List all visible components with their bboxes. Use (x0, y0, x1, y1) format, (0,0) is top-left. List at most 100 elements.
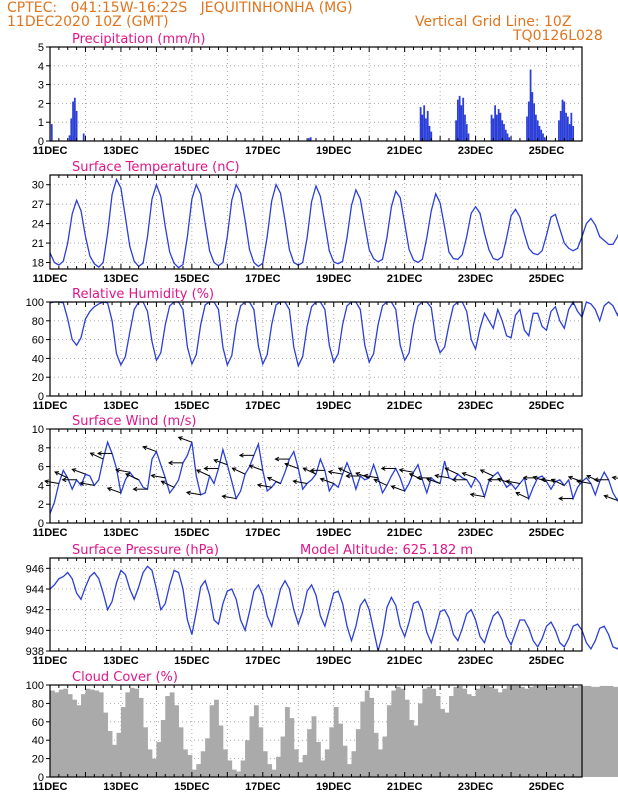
wind-arrow (586, 475, 600, 483)
wind-arrow-head (319, 477, 325, 483)
wind-arrow (107, 487, 122, 494)
precip-bar (568, 124, 571, 141)
x-tick-label: 13DEC (103, 655, 139, 667)
cloud-bar (391, 690, 397, 777)
panel-annotation: Model Altitude: 625.182 m (300, 543, 473, 558)
cloud-bar (116, 732, 122, 777)
x-tick-label: 13DEC (103, 145, 139, 157)
wind-arrow-head (274, 456, 280, 462)
wind-arrow-head (302, 467, 308, 472)
cloud-bar (497, 692, 503, 777)
wind-arrow-head (451, 477, 457, 483)
cloud-bar (559, 685, 565, 777)
precip-bar (462, 97, 465, 141)
precip-bar (504, 129, 507, 141)
wind-arrow-head (373, 478, 379, 484)
cloud-bar (67, 694, 73, 777)
wind-arrow-head (380, 466, 386, 471)
wind-arrow (214, 459, 228, 466)
header-line1: CPTEC: 041:15W-16:22S JEQUITINHONHA (MG) (7, 0, 353, 16)
precip-bar (428, 125, 431, 141)
cloud-bar (338, 723, 343, 777)
x-tick-label: 13DEC (103, 400, 139, 412)
cloud-bar (196, 764, 202, 777)
wind-arrow (196, 469, 210, 477)
cloud-bar (187, 754, 193, 777)
x-tick-label: 17DEC (245, 145, 281, 157)
cloud-bar (134, 688, 140, 777)
wind-arrow-head (132, 486, 138, 492)
wind-arrow-head (248, 464, 254, 469)
cloud-bar (480, 685, 485, 777)
wind-arrow-head (203, 466, 209, 471)
cloud-bar (72, 699, 77, 777)
cloud-bar (85, 688, 91, 777)
precip-bar (540, 129, 543, 141)
y-tick-label: 20 (32, 754, 44, 766)
precip-bar (558, 120, 560, 141)
precip-bar (430, 131, 433, 141)
y-tick-label: 5 (38, 42, 44, 54)
cloud-bar (320, 760, 326, 777)
cloud-bar (214, 699, 219, 777)
y-tick-label: 10 (32, 424, 44, 436)
cloud-bar (590, 686, 596, 777)
x-tick-label: 11DEC (33, 273, 68, 285)
x-tick-label: 23DEC (458, 655, 494, 667)
cloud-bar (386, 705, 392, 777)
y-tick-label: 6 (38, 462, 44, 474)
y-tick-label: 8 (38, 443, 44, 455)
precip-bar (73, 97, 76, 141)
cloud-bar (253, 705, 259, 777)
wind-arrow-head (434, 473, 440, 479)
precip-bar (455, 120, 457, 141)
x-tick-label: 13DEC (103, 527, 139, 539)
cloud-bar (550, 686, 556, 777)
precip-bar (506, 133, 509, 141)
x-tick-label: 15DEC (174, 781, 210, 793)
cloud-bar (205, 738, 210, 777)
cloud-bar (431, 688, 437, 777)
precip-bar (458, 95, 461, 141)
wind-arrow (249, 465, 263, 471)
x-tick-label: 21DEC (387, 655, 423, 667)
precip-bar (423, 105, 426, 141)
precip-bar (419, 107, 422, 141)
wind-arrow-head (221, 494, 227, 500)
y-tick-label: 27 (32, 199, 44, 211)
precip-bar (308, 138, 310, 141)
x-tick-label: 15DEC (174, 400, 210, 412)
cloud-bar (289, 718, 295, 777)
wind-arrow (178, 436, 193, 443)
wind-arrow (374, 479, 388, 486)
precip-bar (535, 114, 537, 141)
y-tick-label: 946 (26, 563, 44, 575)
cloud-bar (298, 762, 304, 777)
precip-bar (465, 124, 468, 141)
cloud-bar (112, 744, 117, 777)
x-tick-label: 17DEC (245, 781, 281, 793)
wind-arrow-head (213, 458, 219, 464)
y-tick-label: 0 (38, 136, 44, 148)
cloud-bar (577, 685, 583, 777)
precip-bar (503, 124, 505, 141)
cloud-bar (94, 690, 100, 777)
cloud-bar (143, 727, 148, 777)
precip-bar (72, 101, 74, 141)
cloud-bar (76, 705, 82, 777)
cloud-bar (449, 696, 454, 777)
precip-bar (467, 133, 470, 141)
y-tick-label: 80 (32, 316, 44, 328)
wind-arrow (222, 495, 237, 500)
cloud-bar (409, 719, 414, 777)
y-tick-label: 944 (26, 584, 44, 596)
x-tick-label: 25DEC (529, 400, 565, 412)
cloud-bar (378, 749, 383, 777)
cloud-bar (413, 725, 419, 777)
wind-arrow-head (515, 491, 521, 497)
x-tick-label: 15DEC (174, 655, 210, 667)
wind-arrow-head (89, 452, 95, 457)
cloud-bar (333, 707, 339, 777)
x-tick-label: 19DEC (316, 273, 352, 285)
